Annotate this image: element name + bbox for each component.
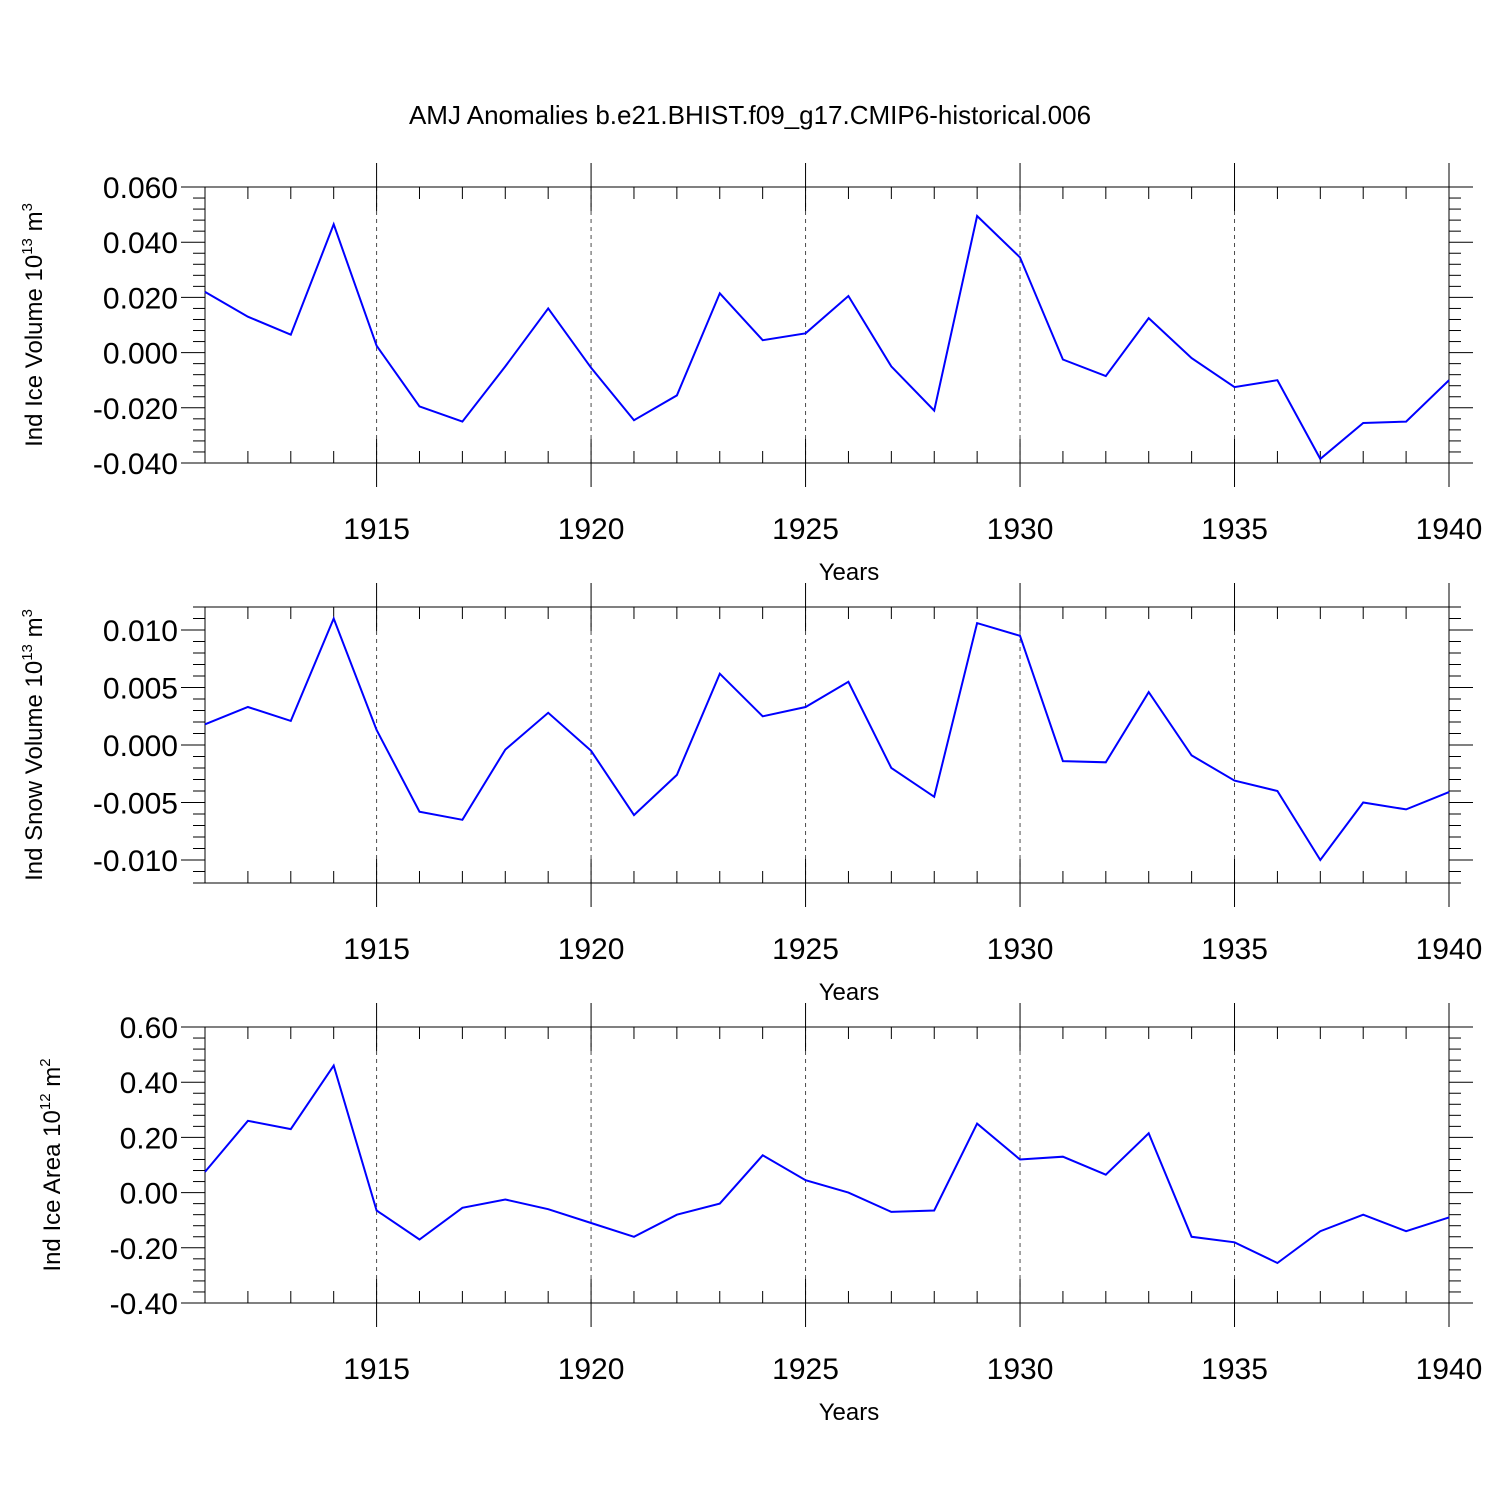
y-tick-label: 0.000	[103, 338, 178, 371]
y-tick-label: 0.040	[103, 227, 178, 260]
x-tick-label: 1920	[558, 1353, 625, 1386]
x-tick-label: 1935	[1201, 933, 1268, 966]
x-tick-label: 1930	[987, 933, 1054, 966]
panel-2: -0.010 -0.005 0.000 0.005 0.010 1915 1920 1925 1…	[19, 583, 1482, 1006]
panel-1: -0.040 -0.020 0.000 0.020 0.040 0.060 1915 1920…	[19, 163, 1482, 586]
y-tick-label: -0.040	[93, 448, 178, 481]
y-tick-label: -0.010	[93, 845, 178, 878]
x-tick-label: 1920	[558, 933, 625, 966]
x-axis-label: Years	[819, 979, 880, 1006]
y-tick-label: 0.020	[103, 282, 178, 315]
y-tick-label: -0.20	[110, 1233, 178, 1266]
y-tick-label: 0.060	[103, 172, 178, 205]
y-tick-label: 0.20	[120, 1122, 178, 1155]
plot-frame	[204, 186, 1450, 464]
y-axis-label: Ind Ice Area 1012 m2	[37, 1058, 66, 1271]
panels: -0.040 -0.020 0.000 0.020 0.040 0.060 1915 1920…	[19, 163, 1482, 1426]
y-tick-label: 0.000	[103, 730, 178, 763]
plot-frame	[204, 1026, 1450, 1304]
x-tick-label: 1925	[772, 933, 839, 966]
x-tick-label: 1930	[987, 513, 1054, 546]
x-tick-label: 1935	[1201, 513, 1268, 546]
y-axis-label: Ind Snow Volume 1013 m3	[19, 609, 48, 881]
x-tick-label: 1930	[987, 1353, 1054, 1386]
main-title: AMJ Anomalies b.e21.BHIST.f09_g17.CMIP6-…	[409, 100, 1091, 130]
series-line	[204, 1063, 1450, 1265]
y-tick-label: -0.005	[93, 788, 178, 821]
x-tick-label: 1915	[343, 513, 410, 546]
y-tick-label: 0.00	[120, 1178, 178, 1211]
x-axis-label: Years	[819, 1399, 880, 1426]
y-tick-label: -0.020	[93, 393, 178, 426]
series-line	[204, 214, 1450, 461]
y-tick-label: -0.40	[110, 1288, 178, 1321]
y-tick-label: 0.005	[103, 673, 178, 706]
x-tick-label: 1920	[558, 513, 625, 546]
x-tick-label: 1935	[1201, 1353, 1268, 1386]
x-tick-label: 1940	[1416, 933, 1483, 966]
y-tick-label: 0.60	[120, 1012, 178, 1045]
x-tick-label: 1915	[343, 1353, 410, 1386]
x-tick-label: 1925	[772, 1353, 839, 1386]
plot-frame	[204, 606, 1450, 884]
y-tick-label: 0.40	[120, 1067, 178, 1100]
x-axis-label: Years	[819, 559, 880, 586]
y-axis-label: Ind Ice Volume 1013 m3	[19, 203, 48, 447]
x-tick-label: 1915	[343, 933, 410, 966]
x-tick-label: 1925	[772, 513, 839, 546]
x-tick-label: 1940	[1416, 1353, 1483, 1386]
series-line	[204, 615, 1450, 862]
y-tick-label: 0.010	[103, 615, 178, 648]
panel-3: -0.40 -0.20 0.00 0.20 0.40 0.60 1915 1920 1925 19…	[37, 1003, 1482, 1426]
x-tick-label: 1940	[1416, 513, 1483, 546]
